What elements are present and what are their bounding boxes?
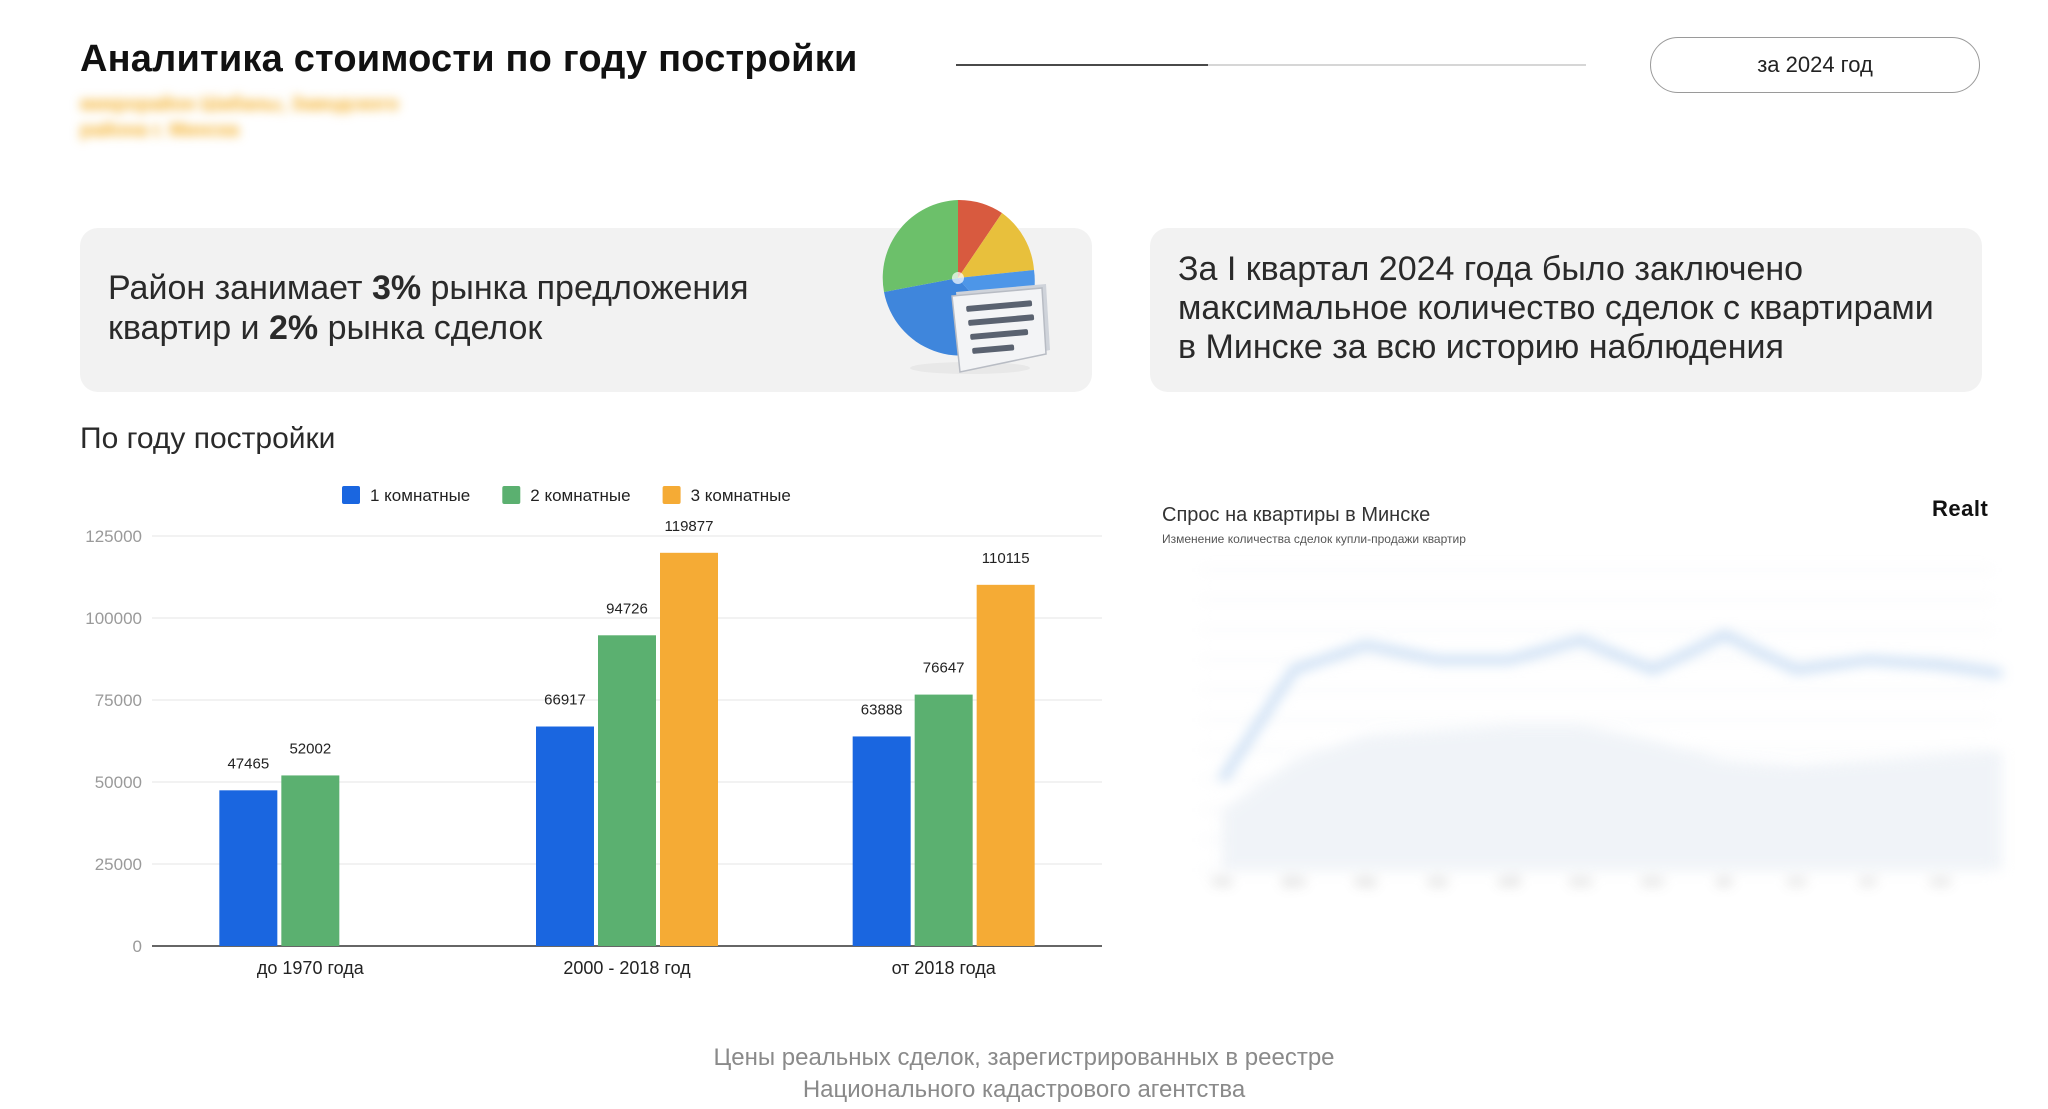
bar [219, 790, 278, 946]
demand-chart-panel: Спрос на квартиры в Минске Изменение кол… [1162, 490, 2032, 940]
page-subtitle: микрорайон Шабаны, Заводского района г. … [80, 94, 399, 141]
y-tick-label: 25000 [95, 855, 142, 874]
data-label: 119877 [665, 518, 714, 535]
month-label: ноя [1930, 874, 1950, 888]
demand-line-chart-blurred: янвфевмарапрмайиюниюлавгсеноктноядек [1202, 569, 2002, 888]
month-label: фев [1282, 874, 1305, 888]
source-note: Цены реальных сделок, зарегистрированных… [0, 1042, 2048, 1106]
category-label: от 2018 года [892, 958, 997, 978]
demand-chart-subtitle: Изменение количества сделок купли-продаж… [1162, 532, 1466, 546]
record-deals-text: За I квартал 2024 года было заключено ма… [1178, 250, 1934, 366]
data-label: 63888 [861, 701, 903, 718]
highlight-value: 3% [371, 269, 422, 307]
y-tick-label: 50000 [95, 773, 142, 792]
month-label: апр [1428, 874, 1448, 888]
data-label: 66917 [544, 692, 586, 709]
category-label: до 1970 года [257, 958, 365, 978]
month-label: мар [1355, 874, 1377, 888]
bar [536, 726, 594, 946]
month-label: сен [1787, 874, 1806, 888]
month-label: май [1498, 874, 1520, 888]
legend-label: 3 комнатные [691, 486, 791, 505]
bar [914, 694, 973, 946]
area-band [1222, 725, 2002, 870]
y-tick-label: 125000 [85, 527, 142, 546]
month-label: янв [1212, 874, 1232, 888]
data-label: 94726 [606, 600, 648, 617]
data-label: 76647 [923, 660, 965, 677]
y-tick-label: 75000 [95, 691, 142, 710]
legend-swatch [342, 486, 360, 504]
record-deals-card: За I квартал 2024 года было заключено ма… [1150, 228, 1982, 392]
card-text-part: рынка сделок [318, 309, 543, 347]
realt-logo: Realt [1932, 496, 1989, 521]
highlight-value: 2% [269, 309, 319, 347]
page-title: Аналитика стоимости по году постройки [80, 38, 858, 80]
month-label: авг [1716, 874, 1734, 888]
pie-chart-document-icon [882, 199, 1050, 374]
month-label: июн [1570, 874, 1592, 888]
category-label: 2000 - 2018 год [563, 958, 691, 978]
bar [976, 584, 1035, 946]
source-note-line2: Национального кадастрового агентства [802, 1076, 1246, 1103]
source-note-line1: Цены реальных сделок, зарегистрированных… [713, 1044, 1335, 1071]
legend-label: 1 комнатные [370, 486, 470, 505]
legend-swatch [502, 486, 521, 504]
legend-swatch [662, 486, 681, 504]
bar [281, 775, 340, 946]
legend-label: 2 комнатные [530, 486, 630, 505]
month-label: окт [1860, 874, 1878, 888]
y-tick-label: 100000 [85, 609, 142, 628]
bar [852, 736, 911, 946]
progress-fill [956, 64, 1208, 66]
year-filter-button[interactable]: за 2024 год [1650, 37, 1980, 93]
demand-chart-title: Спрос на квартиры в Минске [1162, 504, 1431, 526]
bar [598, 635, 656, 946]
data-label: 110115 [982, 550, 1030, 567]
demand-line [1218, 630, 2002, 783]
card-text-part: Район занимает [108, 269, 372, 307]
data-label: 47465 [227, 755, 269, 772]
month-label: июл [1642, 874, 1664, 888]
y-tick-label: 0 [133, 937, 142, 956]
progress-track [956, 64, 1586, 66]
data-label: 52002 [289, 740, 331, 757]
card-text-part: рынка предложения квартир и [108, 269, 749, 347]
bar-chart: 0 25000 50000 75000 100000 125000 1 комнатные 2… [85, 486, 1102, 978]
chart-heading: По году постройки [80, 422, 336, 455]
market-share-text: Район занимает 3% рынка предложения квар… [108, 268, 848, 348]
bar [660, 552, 718, 946]
